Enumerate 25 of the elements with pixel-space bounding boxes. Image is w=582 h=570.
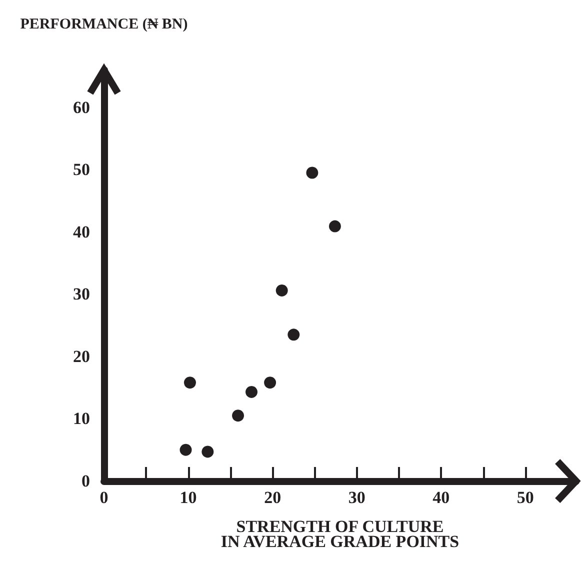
point xyxy=(264,376,276,389)
x-axis-title: STRENGTH OF CULTURE IN AVERAGE GRADE POINTS xyxy=(220,517,460,551)
y-tick-label: 0 xyxy=(82,472,90,490)
x-tick-label: 10 xyxy=(180,488,197,507)
point xyxy=(246,386,258,398)
point xyxy=(202,446,214,458)
point xyxy=(276,284,288,296)
x-tick-label: 30 xyxy=(348,488,366,507)
point xyxy=(288,328,300,341)
y-tick-label: 50 xyxy=(73,160,90,180)
x-tick-label: 40 xyxy=(432,488,450,507)
y-tick-label: 10 xyxy=(73,409,90,428)
y-tick-label: 60 xyxy=(73,98,90,117)
point xyxy=(306,166,318,179)
x-tick-label: 0 xyxy=(100,488,108,507)
y-tick-label: 30 xyxy=(73,284,90,304)
x-tick-label: 50 xyxy=(516,488,534,507)
point xyxy=(180,444,192,456)
x-tick-label: 20 xyxy=(264,488,282,507)
y-tick-label: 20 xyxy=(73,346,90,366)
y-tick-label: 40 xyxy=(73,222,90,242)
y-axis-title: PERFORMANCE (₦ BN) xyxy=(20,16,188,32)
point xyxy=(328,220,341,232)
point xyxy=(184,376,196,389)
point xyxy=(232,410,244,422)
